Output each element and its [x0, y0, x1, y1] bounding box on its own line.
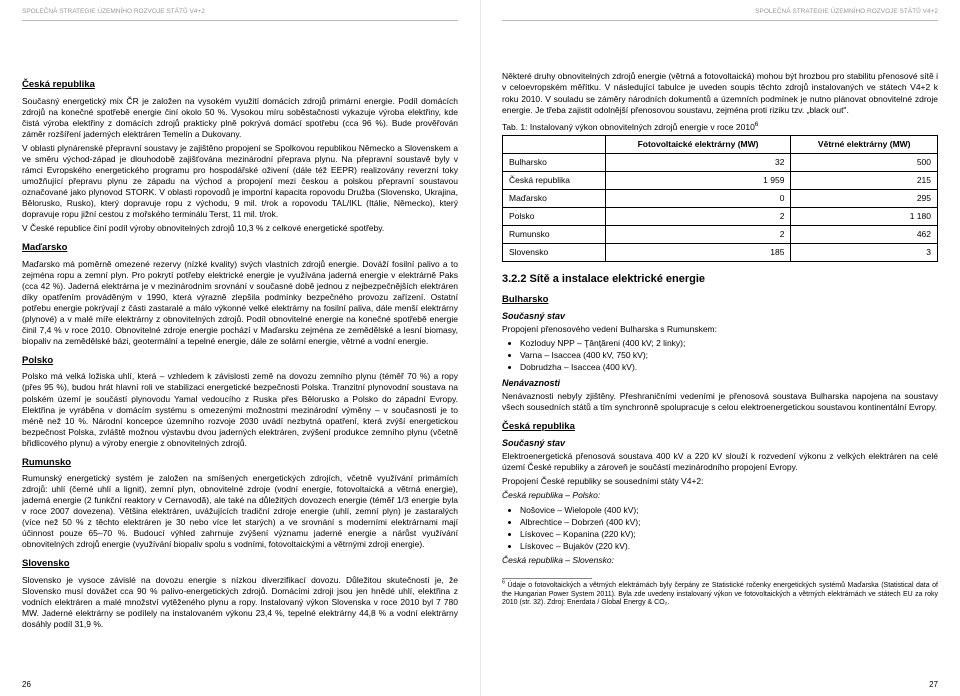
table-header-pv: Fotovoltaické elektrárny (MW) [605, 135, 791, 153]
italic-subhead: Česká republika – Slovensko: [502, 555, 938, 566]
list-item: Nošovice – Wielopole (400 kV); [520, 505, 938, 516]
left-body: Česká republika Současný energetický mix… [22, 71, 458, 688]
cell-country: Polsko [503, 207, 606, 225]
para: Polsko má velká ložiska uhlí, která – vz… [22, 371, 458, 448]
footnote-separator [502, 578, 592, 579]
para: Současný energetický mix ČR je založen n… [22, 96, 458, 140]
cell-wind: 215 [791, 171, 938, 189]
table-row: Polsko 2 1 180 [503, 207, 938, 225]
table-row: Česká republika 1 959 215 [503, 171, 938, 189]
list-item: Albrechtice – Dobrzeń (400 kV); [520, 517, 938, 528]
table-row: Maďarsko 0 295 [503, 189, 938, 207]
para: V oblasti plynárenské přepravní soustavy… [22, 143, 458, 220]
cell-wind: 3 [791, 243, 938, 261]
list-item: Dobrudzha – Isaccea (400 kV). [520, 362, 938, 373]
para: Propojení České republiky se sousedními … [502, 476, 938, 487]
state-heading: Současný stav [502, 311, 938, 323]
cell-pv: 2 [605, 225, 791, 243]
list-item: Varna – Isaccea (400 kV, 750 kV); [520, 350, 938, 361]
section-title-hu: Maďarsko [22, 242, 458, 254]
section-title-ro: Rumunsko [22, 457, 458, 469]
cell-country: Maďarsko [503, 189, 606, 207]
para: Propojení přenosového vedení Bulharska s… [502, 324, 938, 335]
table-header-wind: Větrné elektrárny (MW) [791, 135, 938, 153]
page-number: 26 [22, 680, 31, 690]
para: V České republice činí podíl výroby obno… [22, 223, 458, 234]
table-caption: Tab. 1: Instalovaný výkon obnovitelných … [502, 122, 938, 133]
nenavaznosti-heading: Nenávaznosti [502, 378, 938, 390]
right-body: Některé druhy obnovitelných zdrojů energ… [502, 71, 938, 688]
table-caption-text: Tab. 1: Instalovaný výkon obnovitelných … [502, 122, 755, 132]
table-row: Slovensko 185 3 [503, 243, 938, 261]
doc-header-right: SPOLEČNÁ STRATEGIE ÚZEMNÍHO ROZVOJE STÁT… [502, 8, 938, 21]
page-number: 27 [929, 680, 938, 690]
cell-pv: 1 959 [605, 171, 791, 189]
cell-wind: 500 [791, 153, 938, 171]
cell-pv: 0 [605, 189, 791, 207]
table-row: Bulharsko 32 500 [503, 153, 938, 171]
section-title-cr: Česká republika [22, 79, 458, 91]
cell-pv: 32 [605, 153, 791, 171]
heading-3-2-2: 3.2.2 Sítě a instalace elektrické energi… [502, 272, 938, 286]
para: Rumunský energetický systém je založen n… [22, 473, 458, 550]
cell-pv: 185 [605, 243, 791, 261]
section-title-sk: Slovensko [22, 558, 458, 570]
para: Nenávaznosti nebyly zjištěny. Přeshranič… [502, 391, 938, 413]
cell-wind: 462 [791, 225, 938, 243]
footnote-ref: 6 [755, 121, 759, 128]
footnote-text: Údaje o fotovoltaických a větrných elekt… [502, 582, 938, 607]
cell-wind: 1 180 [791, 207, 938, 225]
cell-country: Česká republika [503, 171, 606, 189]
list-item: Lískovec – Bujakóv (220 kV). [520, 541, 938, 552]
state-heading: Současný stav [502, 438, 938, 450]
cell-country: Bulharsko [503, 153, 606, 171]
italic-subhead: Česká republika – Polsko: [502, 490, 938, 501]
footnote-marker: 6 [502, 579, 505, 585]
para: Maďarsko má poměrně omezené rezervy (níz… [22, 259, 458, 347]
list-item: Kozloduy NPP – Ţânţăreni (400 kV; 2 link… [520, 338, 938, 349]
bullet-list: Kozloduy NPP – Ţânţăreni (400 kV; 2 link… [520, 338, 938, 373]
table-header-blank [503, 135, 606, 153]
table-row: Rumunsko 2 462 [503, 225, 938, 243]
renewables-table: Fotovoltaické elektrárny (MW) Větrné ele… [502, 135, 938, 262]
footnote: 6 Údaje o fotovoltaických a větrných ele… [502, 582, 938, 608]
page-right: SPOLEČNÁ STRATEGIE ÚZEMNÍHO ROZVOJE STÁT… [480, 0, 960, 696]
section-title-pl: Polsko [22, 355, 458, 367]
list-item: Lískovec – Kopanina (220 kV); [520, 529, 938, 540]
para: Některé druhy obnovitelných zdrojů energ… [502, 71, 938, 115]
page-left: SPOLEČNÁ STRATEGIE ÚZEMNÍHO ROZVOJE STÁT… [0, 0, 480, 696]
para: Slovensko je vysoce závislé na dovozu en… [22, 575, 458, 630]
bullet-list: Nošovice – Wielopole (400 kV); Albrechti… [520, 505, 938, 552]
cell-wind: 295 [791, 189, 938, 207]
cell-country: Rumunsko [503, 225, 606, 243]
section-title-cr-2: Česká republika [502, 421, 938, 433]
section-title-bg: Bulharsko [502, 294, 938, 306]
doc-header-left: SPOLEČNÁ STRATEGIE ÚZEMNÍHO ROZVOJE STÁT… [22, 8, 458, 21]
cell-pv: 2 [605, 207, 791, 225]
para: Elektroenergetická přenosová soustava 40… [502, 451, 938, 473]
cell-country: Slovensko [503, 243, 606, 261]
